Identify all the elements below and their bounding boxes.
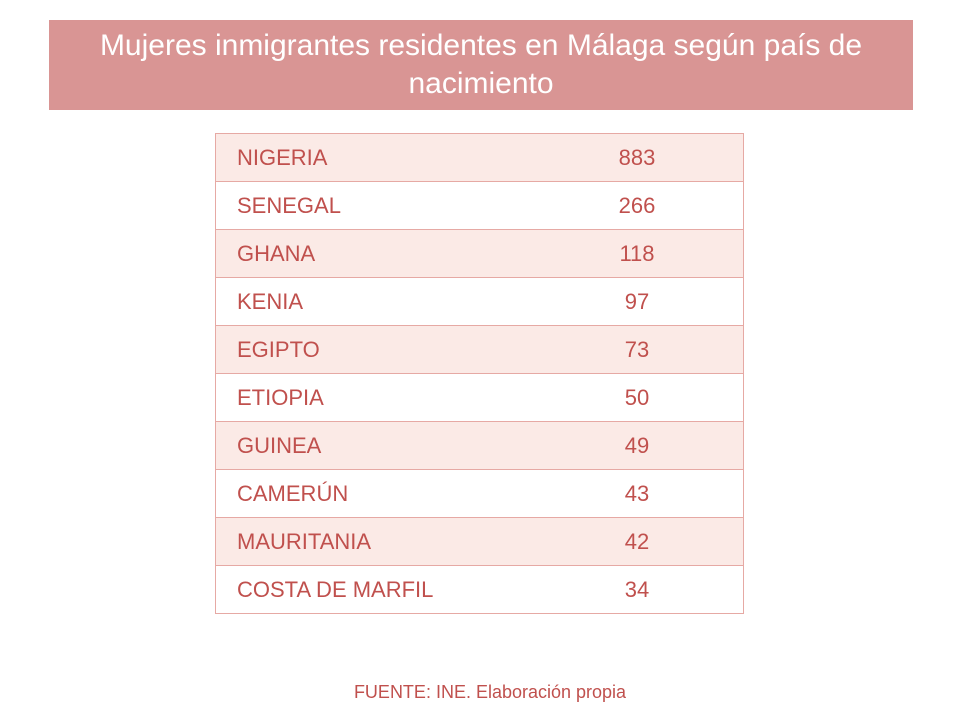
country-cell: ETIOPIA [215, 373, 607, 422]
country-cell: COSTA DE MARFIL [215, 565, 607, 614]
value-cell: 49 [607, 421, 744, 470]
value-text: 266 [618, 192, 656, 218]
value-text: 97 [624, 288, 650, 314]
table-row: ETIOPIA 50 [215, 373, 744, 422]
value-cell: 50 [607, 373, 744, 422]
value-text: 50 [624, 384, 650, 410]
title-banner: Mujeres inmigrantes residentes en Málaga… [49, 20, 913, 110]
table-row: SENEGAL 266 [215, 181, 744, 230]
source-note: FUENTE: INE. Elaboración propia [353, 682, 627, 702]
value-cell: 73 [607, 325, 744, 374]
country-cell: EGIPTO [215, 325, 607, 374]
country-cell: GUINEA [215, 421, 607, 470]
value-text: 43 [624, 480, 650, 506]
value-cell: 266 [607, 181, 744, 230]
table-row: GUINEA 49 [215, 421, 744, 470]
value-text: 883 [618, 144, 656, 170]
value-text: 34 [624, 576, 650, 602]
value-cell: 43 [607, 469, 744, 518]
data-table: NIGERIA 883 SENEGAL 266 GHANA 118 KENIA … [215, 133, 744, 614]
value-cell: 42 [607, 517, 744, 566]
country-cell: SENEGAL [215, 181, 607, 230]
country-cell: GHANA [215, 229, 607, 278]
table-row: NIGERIA 883 [215, 133, 744, 182]
country-cell: KENIA [215, 277, 607, 326]
value-text: 73 [624, 336, 650, 362]
table-row: MAURITANIA 42 [215, 517, 744, 566]
value-cell: 118 [607, 229, 744, 278]
table-row: KENIA 97 [215, 277, 744, 326]
value-cell: 97 [607, 277, 744, 326]
country-cell: NIGERIA [215, 133, 607, 182]
table-row: CAMERÚN 43 [215, 469, 744, 518]
table-row: EGIPTO 73 [215, 325, 744, 374]
value-cell: 34 [607, 565, 744, 614]
value-text: 49 [624, 432, 650, 458]
country-cell: CAMERÚN [215, 469, 607, 518]
table-row: COSTA DE MARFIL 34 [215, 565, 744, 614]
page-title: Mujeres inmigrantes residentes en Málaga… [99, 29, 863, 100]
value-text: 42 [624, 528, 650, 554]
table-row: GHANA 118 [215, 229, 744, 278]
value-cell: 883 [607, 133, 744, 182]
value-text: 118 [619, 240, 655, 266]
country-cell: MAURITANIA [215, 517, 607, 566]
